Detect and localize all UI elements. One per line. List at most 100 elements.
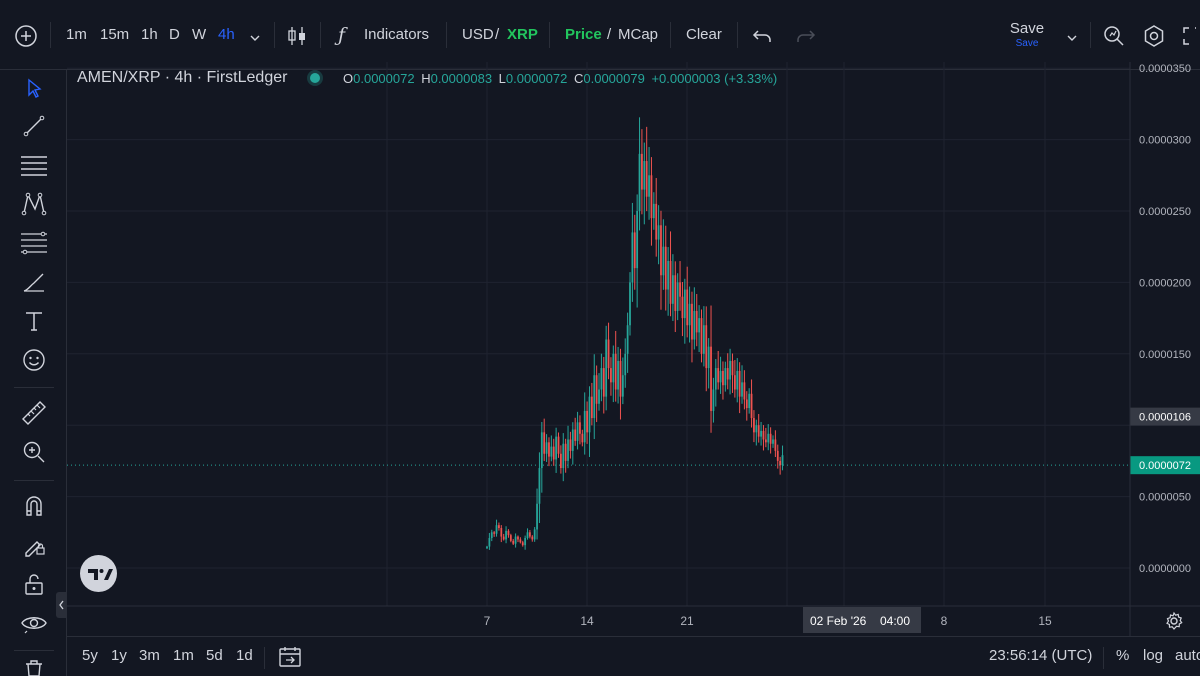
candle-body bbox=[736, 370, 739, 390]
x-tick-label: 15 bbox=[1038, 614, 1052, 628]
range-1m[interactable]: 1m bbox=[173, 647, 194, 664]
auto-toggle[interactable]: auto bbox=[1175, 647, 1200, 664]
range-5d[interactable]: 5d bbox=[206, 647, 223, 664]
candle bbox=[681, 282, 684, 337]
candle bbox=[590, 382, 593, 426]
utc-clock[interactable]: 23:56:14 (UTC) bbox=[989, 647, 1093, 664]
goto-date-icon[interactable] bbox=[278, 646, 302, 668]
candle-body bbox=[531, 536, 534, 540]
currency-xrp[interactable]: XRP bbox=[507, 26, 538, 43]
interval-d[interactable]: D bbox=[169, 26, 180, 43]
candle bbox=[595, 365, 598, 423]
candle-body bbox=[722, 370, 724, 386]
fib-retracement-icon[interactable] bbox=[18, 227, 50, 259]
brush-icon[interactable] bbox=[18, 266, 50, 298]
candle-body bbox=[724, 368, 727, 386]
candle bbox=[633, 214, 636, 290]
toolbar-divider bbox=[1090, 22, 1091, 48]
range-5y[interactable]: 5y bbox=[82, 647, 98, 664]
cursor-icon[interactable] bbox=[18, 72, 50, 104]
lock-drawing-icon[interactable] bbox=[18, 529, 50, 561]
toolbar-divider bbox=[274, 22, 275, 48]
candle bbox=[576, 411, 579, 450]
candle bbox=[695, 293, 698, 347]
candle-body bbox=[519, 539, 522, 543]
candle-body bbox=[607, 339, 610, 369]
candle-body bbox=[631, 232, 634, 283]
candle bbox=[631, 202, 634, 302]
candle bbox=[519, 537, 522, 544]
emoji-icon[interactable] bbox=[18, 344, 50, 376]
range-1d[interactable]: 1d bbox=[236, 647, 253, 664]
text-icon[interactable] bbox=[18, 305, 50, 337]
zoom-in-icon[interactable] bbox=[18, 436, 50, 468]
candle-body bbox=[555, 436, 558, 460]
redo-icon[interactable] bbox=[794, 26, 816, 46]
log-toggle[interactable]: log bbox=[1143, 647, 1164, 664]
candle-body bbox=[600, 368, 603, 390]
candle bbox=[738, 362, 741, 414]
x-tick-label: 8 bbox=[941, 614, 948, 628]
candle bbox=[490, 529, 493, 542]
candle bbox=[700, 309, 703, 363]
chevron-down-icon[interactable] bbox=[249, 30, 261, 41]
interval-1m[interactable]: 1m bbox=[66, 26, 87, 43]
toolbar-divider bbox=[320, 22, 321, 48]
pattern-icon[interactable] bbox=[18, 188, 50, 220]
trend-line-icon[interactable] bbox=[18, 110, 50, 142]
interval-15m[interactable]: 15m bbox=[100, 26, 130, 43]
tradingview-logo[interactable] bbox=[80, 555, 117, 592]
save-button[interactable]: Save Save bbox=[1004, 20, 1050, 54]
fullscreen-icon[interactable] bbox=[1180, 24, 1200, 48]
save-chevron-down-icon[interactable] bbox=[1066, 30, 1078, 41]
interval-w[interactable]: W bbox=[192, 26, 207, 43]
unlock-icon[interactable] bbox=[18, 568, 50, 600]
x-tick-label: 21 bbox=[680, 614, 694, 628]
currency-usd[interactable]: USD bbox=[462, 26, 494, 43]
clear-button[interactable]: Clear bbox=[686, 26, 722, 43]
mcap-toggle[interactable]: MCap bbox=[618, 26, 659, 43]
range-1y[interactable]: 1y bbox=[111, 647, 127, 664]
price-toggle[interactable]: Price bbox=[565, 26, 602, 43]
candle bbox=[548, 437, 550, 467]
horizontal-lines-icon[interactable] bbox=[18, 149, 50, 181]
undo-icon[interactable] bbox=[752, 26, 774, 46]
interval-4h[interactable]: 4h bbox=[218, 26, 235, 43]
candle bbox=[540, 421, 543, 493]
quick-search-icon[interactable] bbox=[1102, 24, 1126, 48]
candle-body bbox=[498, 525, 500, 529]
candle bbox=[488, 532, 491, 550]
eye-icon[interactable] bbox=[18, 607, 50, 639]
candle bbox=[524, 535, 527, 550]
percent-toggle[interactable]: % bbox=[1116, 647, 1130, 664]
candle-body bbox=[731, 360, 734, 376]
crosshair-price-bg bbox=[1130, 407, 1200, 426]
candle-body bbox=[745, 399, 748, 409]
settings-icon[interactable] bbox=[1142, 24, 1166, 48]
add-symbol-icon[interactable] bbox=[14, 24, 38, 48]
candle-body bbox=[507, 530, 510, 536]
candle-body bbox=[517, 536, 519, 540]
axis-settings-icon[interactable] bbox=[1164, 611, 1184, 631]
candle-body bbox=[681, 296, 684, 319]
candle bbox=[674, 261, 677, 333]
collapse-toolbar-icon[interactable] bbox=[56, 592, 67, 618]
interval-1h[interactable]: 1h bbox=[141, 26, 158, 43]
indicators-label: Indicators bbox=[364, 26, 430, 43]
magnet-icon[interactable] bbox=[18, 490, 50, 522]
y-tick-label: 0.0000200 bbox=[1139, 277, 1191, 289]
indicators-button[interactable]: ƒ Indicators bbox=[338, 22, 438, 48]
candle-body bbox=[486, 546, 488, 549]
candle bbox=[605, 325, 608, 411]
range-3m[interactable]: 3m bbox=[139, 647, 160, 664]
ruler-icon[interactable] bbox=[18, 397, 50, 429]
candle-body bbox=[621, 375, 624, 397]
candle-body bbox=[645, 161, 648, 197]
candlestick-icon[interactable] bbox=[286, 24, 308, 48]
symbol-title[interactable]: AMEN/XRP · 4h · FirstLedger bbox=[77, 69, 288, 86]
candle bbox=[507, 529, 510, 538]
candle-body bbox=[502, 536, 505, 540]
trash-icon[interactable] bbox=[18, 656, 50, 676]
candle-body bbox=[648, 175, 650, 197]
